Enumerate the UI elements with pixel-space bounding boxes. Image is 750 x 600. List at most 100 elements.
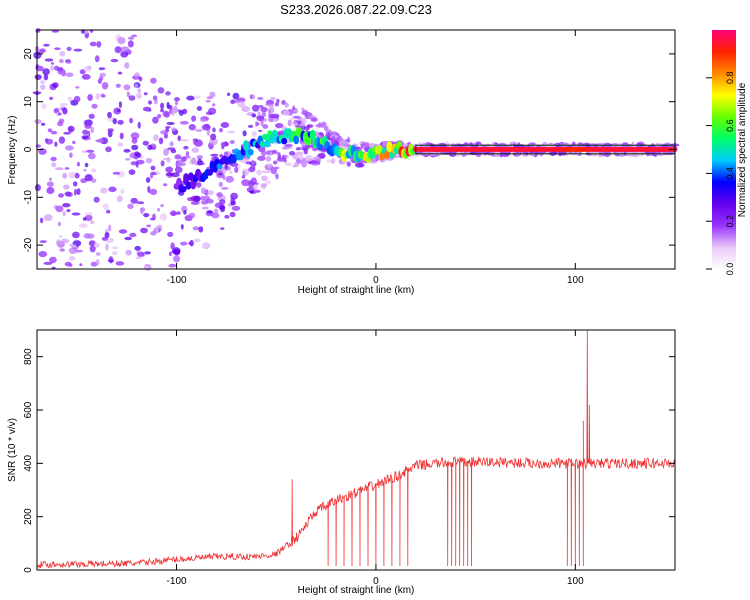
spectrogram-cell — [50, 65, 55, 72]
spectrogram-cell — [256, 115, 265, 122]
spectrogram-cell — [196, 155, 203, 160]
spectrogram-cell — [310, 117, 318, 122]
spectrogram-cell — [62, 172, 67, 179]
spectrogram-cell — [50, 156, 57, 162]
spectrogram-cell — [292, 109, 298, 113]
spectrogram-cell — [41, 122, 46, 126]
spectrogram-cell — [89, 245, 96, 253]
spectrogram-cell — [137, 251, 145, 257]
spectrogram-cell — [269, 152, 273, 156]
spectrogram-cell — [296, 151, 303, 156]
spectrogram-cell — [250, 159, 256, 166]
spectrogram-cell — [230, 99, 236, 105]
spectrogram-cell — [163, 111, 170, 118]
spectrogram-cell — [257, 97, 264, 100]
colorbar-tick-label: 0.2 — [725, 215, 735, 228]
spectrogram-cell — [168, 251, 172, 257]
snr-background — [37, 330, 675, 570]
snr-ylabel: SNR (10 * v/v) — [7, 418, 18, 482]
y-tick-label: -10 — [23, 190, 34, 205]
spectrogram-cell — [54, 47, 61, 50]
spectrogram-cell — [107, 128, 114, 133]
spectrogram-cell — [49, 177, 53, 181]
spectrogram-cell — [165, 126, 171, 129]
spectrogram-cell — [131, 137, 138, 144]
spectrogram-cell — [127, 40, 134, 48]
spectrogram-cell — [68, 171, 77, 179]
spectrogram-cell — [84, 212, 94, 216]
y-tick-label: 800 — [23, 348, 34, 365]
spectrogram-cell — [160, 204, 165, 207]
spectrogram-cell — [191, 147, 199, 153]
spectrogram-cell — [165, 166, 174, 173]
spectrogram-cell — [201, 200, 209, 205]
spectrogram-cell — [159, 213, 168, 221]
colorbar-ticks: 0.0 0.2 0.4 0.6 0.8 — [706, 72, 735, 275]
x-tick-label: 0 — [373, 275, 379, 286]
spectrogram-cell — [251, 131, 257, 138]
spectrogram-cell — [123, 148, 131, 153]
spectrogram-cell — [49, 96, 53, 100]
spectrogram-cell — [89, 41, 97, 47]
spectrogram-cell — [63, 184, 70, 190]
spectrogram-cell — [137, 121, 141, 129]
spectrogram-cell — [180, 139, 189, 142]
spectrogram-cell — [73, 188, 77, 196]
spectrogram-cell — [177, 135, 181, 142]
spectrogram-cell — [105, 146, 112, 153]
spectrogram-cell — [210, 133, 217, 141]
ridge-cell — [216, 162, 223, 170]
spectrogram-cell — [44, 58, 54, 62]
spectrogram-cell — [120, 51, 129, 58]
spectrogram-cell — [82, 129, 89, 135]
spectrogram-cell — [188, 212, 196, 218]
spectrogram-cell — [54, 65, 60, 71]
spectrogram-cell — [149, 188, 158, 195]
spectrogram-cell — [249, 191, 256, 194]
spectrogram-cell — [100, 187, 108, 194]
spectrogram-cell — [146, 224, 152, 228]
spectrogram-cell — [107, 111, 112, 119]
spectrogram-cell — [119, 132, 124, 140]
spectrogram-cell — [297, 121, 302, 125]
spectrogram-cell — [188, 124, 196, 131]
spectrogram-cell — [251, 182, 259, 186]
spectrogram-cell — [273, 160, 278, 165]
spectrogram-cell — [90, 126, 95, 134]
spectrogram-cell — [179, 120, 189, 125]
spectrogram-cell — [200, 118, 207, 122]
spectrogram-cell — [318, 122, 322, 127]
spectrogram-cell — [231, 205, 241, 211]
spectrogram-cell — [297, 116, 302, 119]
spectrogram-cell — [160, 102, 165, 110]
spectrogram-cell — [295, 147, 301, 151]
spectrogram-cell — [165, 91, 171, 96]
spectrogram-cell — [180, 241, 188, 246]
ridge-cell — [231, 154, 237, 164]
spectrogram-cell — [112, 246, 118, 250]
spectrogram-cell — [168, 263, 177, 268]
spectrogram-cell — [174, 166, 183, 174]
spectrogram-cell — [194, 238, 201, 243]
spectrogram-cell — [320, 152, 325, 158]
spectrogram-cell — [192, 226, 200, 231]
spectrogram-cell — [150, 231, 157, 236]
spectrogram-cell — [153, 134, 159, 142]
spectrogram-cell — [301, 107, 305, 111]
spectrogram-cell — [157, 207, 161, 212]
spectrogram-cell — [175, 100, 178, 106]
spectrogram-cell — [229, 140, 235, 144]
spectrogram-cell — [67, 96, 73, 102]
spectrogram-cell — [219, 205, 226, 213]
spectrogram-cell — [120, 46, 130, 52]
spectrogram-cell — [75, 86, 80, 89]
spectrogram-cell — [58, 58, 64, 64]
spectrogram-cell — [298, 154, 304, 161]
spectrogram-cell — [86, 149, 95, 153]
spectrogram-cell — [96, 41, 102, 48]
spectrogram-cell — [216, 192, 223, 198]
spectrogram-cell — [39, 217, 44, 224]
spectrogram-cell — [256, 169, 263, 176]
spectrogram-cell — [198, 226, 204, 233]
